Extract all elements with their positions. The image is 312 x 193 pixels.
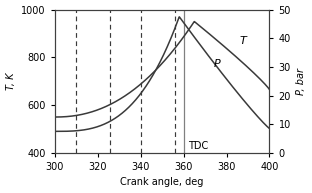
Text: TDC: TDC [188, 141, 208, 151]
Y-axis label: P, bar: P, bar [296, 68, 306, 95]
Text: T: T [239, 36, 246, 46]
Y-axis label: T, K: T, K [6, 72, 16, 90]
X-axis label: Crank angle, deg: Crank angle, deg [120, 177, 204, 187]
Text: P: P [214, 59, 220, 69]
